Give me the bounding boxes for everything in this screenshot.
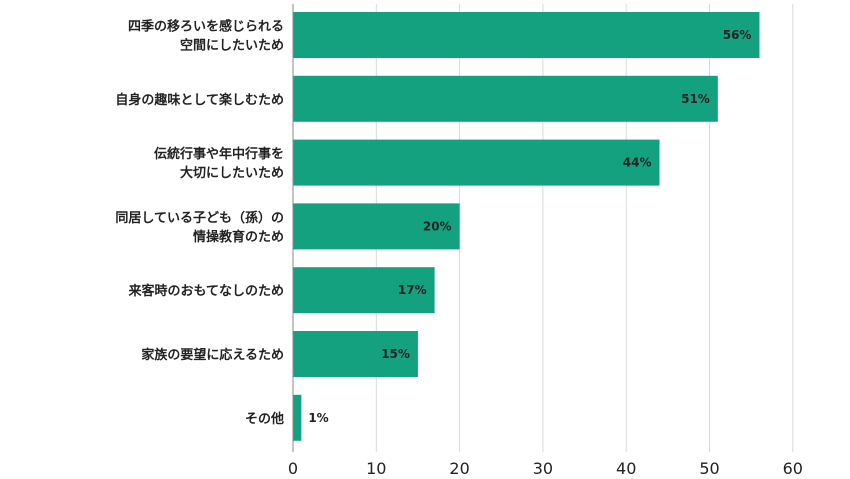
x-tick-label: 30 xyxy=(533,459,553,478)
category-label: 情操教育のため xyxy=(193,229,284,245)
bar xyxy=(293,203,460,250)
data-label: 17% xyxy=(398,283,427,297)
category-labels: 四季の移ろいを感じられる空間にしたいため自身の趣味として楽しむため伝統行事や年中… xyxy=(115,19,284,427)
category-label: 四季の移ろいを感じられる xyxy=(128,19,284,35)
bars xyxy=(293,12,760,441)
data-label: 20% xyxy=(423,219,452,233)
data-label: 51% xyxy=(681,92,710,106)
category-label: その他 xyxy=(245,411,284,427)
x-tick-label: 0 xyxy=(288,459,298,478)
data-label: 44% xyxy=(623,156,652,170)
category-label: 伝統行事や年中行事を xyxy=(154,146,284,162)
bar xyxy=(293,139,660,186)
x-tick-label: 20 xyxy=(449,459,469,478)
x-tick-label: 10 xyxy=(366,459,386,478)
category-label: 自身の趣味として楽しむため xyxy=(115,92,284,108)
category-label: 来客時のおもてなしのため xyxy=(128,283,284,299)
value-labels: 56% 51% 44% 20% 17% 15% 1% xyxy=(308,28,751,425)
category-label: 家族の要望に応えるため xyxy=(141,347,284,363)
bar xyxy=(293,394,302,441)
data-label: 1% xyxy=(308,411,328,425)
data-label: 56% xyxy=(723,28,752,42)
category-label: 空間にしたいため xyxy=(180,38,284,54)
category-label: 同居している子ども（孫）の xyxy=(115,210,284,226)
data-label: 15% xyxy=(381,347,410,361)
x-tick-label: 50 xyxy=(699,459,719,478)
x-tick-label: 40 xyxy=(616,459,636,478)
bar xyxy=(293,75,718,122)
bar xyxy=(293,12,760,58)
bar xyxy=(293,267,435,314)
category-label: 大切にしたいため xyxy=(180,165,284,181)
x-tick-labels: 0 10 20 30 40 50 60 xyxy=(288,459,803,478)
bar xyxy=(293,331,418,377)
x-tick-label: 60 xyxy=(783,459,803,478)
